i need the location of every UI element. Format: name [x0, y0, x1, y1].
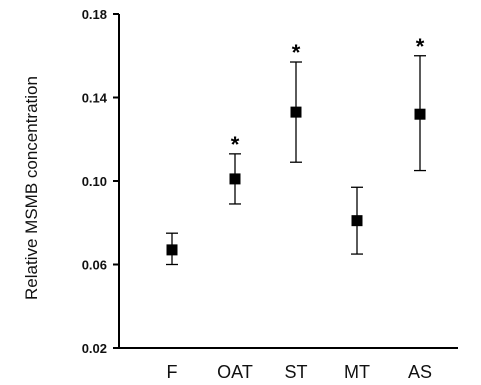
y-axis: 0.02 0.06 0.10 0.14 0.18 — [82, 7, 120, 356]
x-tick-label: F — [167, 362, 178, 382]
data-point-AS — [414, 108, 426, 120]
y-tick-label: 0.10 — [82, 174, 107, 189]
significance-marker: * — [292, 40, 301, 65]
data-point-F — [166, 244, 178, 256]
x-tick-label: AS — [408, 362, 432, 382]
y-tick-label: 0.06 — [82, 258, 107, 273]
y-tick-label: 0.02 — [82, 341, 107, 356]
x-tick-label: MT — [344, 362, 370, 382]
x-axis: F OAT ST MT AS — [118, 347, 458, 382]
x-tick-label: OAT — [217, 362, 253, 382]
data-point-OAT — [229, 173, 241, 185]
data-point-MT — [351, 215, 363, 227]
y-tick-label: 0.14 — [82, 91, 108, 106]
y-tick-label: 0.18 — [82, 7, 107, 22]
significance-marker: * — [231, 132, 240, 157]
x-tick-label: ST — [284, 362, 307, 382]
significance-marker: * — [416, 34, 425, 59]
y-axis-title: Relative MSMB concentration — [22, 76, 41, 300]
data-point-ST — [290, 106, 302, 118]
